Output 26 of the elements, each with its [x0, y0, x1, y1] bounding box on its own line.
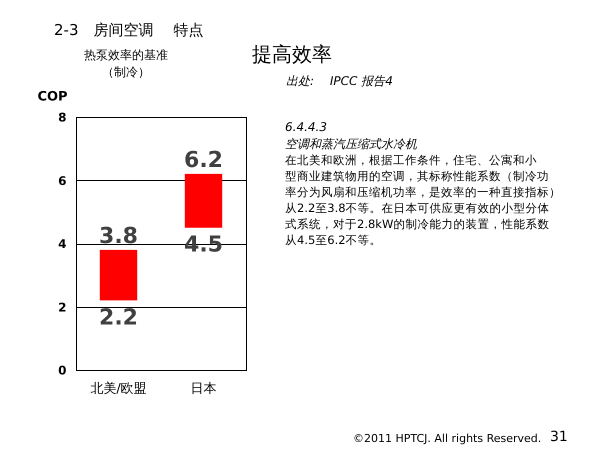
text: 6.4.4.3	[285, 120, 327, 134]
y-tick-label: 4	[58, 237, 66, 251]
y-axis-title: COP	[37, 90, 68, 104]
y-tick-label: 6	[58, 174, 66, 188]
text: 型商业建筑物用的空调，其标称性能系数（制冷功	[285, 169, 549, 183]
text: 从2.2至3.8不等。在日本可供应更有效的小型分体	[285, 201, 550, 215]
x-tick-label: 日本	[190, 382, 216, 396]
annotation: 3.8	[99, 224, 138, 249]
text: （制冷）	[102, 65, 150, 79]
chart-subtitle: 热泵效率的基准	[84, 48, 168, 62]
y-tick-label: 0	[58, 364, 66, 378]
text: 空调和蒸汽压缩式水冷机	[285, 137, 418, 151]
text: 式系统，对于2.8kW的制冷能力的装置，性能系数	[285, 217, 550, 231]
text: 率分为风扇和压缩机功率，是效率的一种直接指标）	[285, 185, 561, 199]
text: 从4.5至6.2不等。	[285, 233, 382, 247]
text: 31	[550, 429, 568, 445]
text: 出处: IPCC 报告4	[286, 74, 393, 88]
y-tick-label: 8	[58, 110, 66, 124]
text: 提高效率	[252, 42, 332, 66]
chart-title: 2-3 房间空调 特点	[54, 21, 204, 39]
y-tick-label: 2	[58, 300, 66, 314]
text: 在北美和欧洲，根据工作条件，住宅、公寓和小	[285, 153, 537, 167]
x-tick-label: 北美/欧盟	[90, 380, 147, 396]
annotation: 6.2	[184, 148, 223, 173]
text: ©2011 HPTCJ. All rights Reserved.	[353, 432, 542, 445]
annotation: 2.2	[99, 305, 138, 330]
